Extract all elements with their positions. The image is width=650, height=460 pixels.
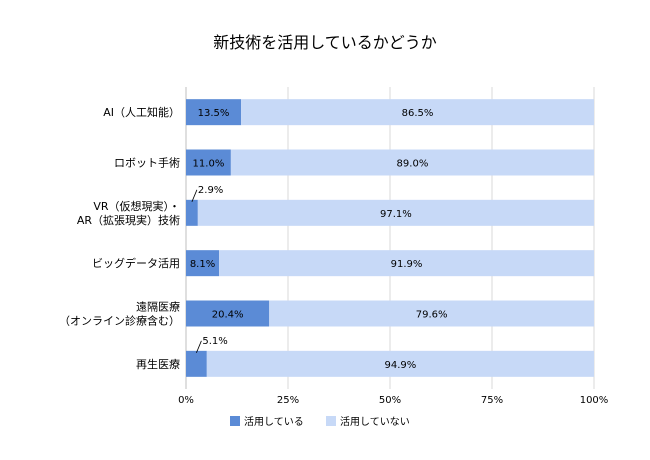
x-axis-ticks: 0% 25% 50% 75% 100% [178, 395, 608, 406]
x-tick-label: 75% [481, 395, 503, 406]
bar-segment [206, 350, 595, 377]
category-label: AI（人工知能） [103, 105, 180, 119]
gridlines [185, 87, 595, 389]
category-label: 遠隔医療 [136, 300, 180, 314]
label-leader-line [191, 189, 198, 202]
data-label: 8.1% [190, 259, 215, 270]
label-leader-line [196, 340, 202, 353]
legend: 活用している 活用していない [230, 416, 410, 428]
category-label: ビッグデータ活用 [92, 256, 180, 270]
bar-segment [186, 199, 198, 226]
legend-swatch [230, 416, 240, 426]
bar-segment [269, 300, 594, 327]
bar-segment [186, 300, 270, 327]
bar-segment [230, 149, 594, 176]
category-labels: AI（人工知能） ロボット手術 VR（仮想現実）・AR（拡張現実）技術ビッグデータ活… [59, 105, 180, 371]
data-label: 94.9% [385, 360, 417, 371]
data-label: 5.1% [202, 336, 227, 347]
category-label: 再生医療 [136, 357, 180, 371]
x-tick-label: 50% [379, 395, 401, 406]
data-label: 20.4% [212, 310, 244, 321]
bar-segment [186, 250, 220, 277]
category-label: ロボット手術 [114, 156, 180, 170]
data-labels: 13.5% 86.5% 11.0% 89.0% 2.9% 97.1% 8.1% 91.9% 20… [190, 108, 448, 371]
category-label: VR（仮想現実）・ [93, 199, 180, 213]
legend-swatch [326, 416, 336, 426]
legend-label: 活用していない [340, 416, 410, 428]
data-label: 79.6% [416, 310, 448, 321]
bar-segment [186, 350, 207, 377]
data-label: 89.0% [397, 159, 429, 170]
data-label: 2.9% [198, 185, 223, 196]
bar-segment [241, 99, 594, 126]
data-label: 13.5% [198, 108, 230, 119]
data-label: 11.0% [193, 159, 225, 170]
category-label: （オンライン診療含む） [59, 314, 180, 328]
x-tick-label: 25% [277, 395, 299, 406]
category-label: AR（拡張現実）技術 [77, 213, 180, 227]
bar-segment [186, 99, 242, 126]
legend-label: 活用している [244, 416, 304, 428]
data-label: 91.9% [391, 259, 423, 270]
bars [186, 99, 595, 377]
bar-segment [186, 149, 231, 176]
data-label: 97.1% [380, 209, 412, 220]
data-label: 86.5% [402, 108, 434, 119]
x-tick-label: 100% [580, 395, 609, 406]
chart-title: 新技術を活用しているかどうか [213, 33, 437, 52]
x-tick-label: 0% [178, 395, 194, 406]
bar-segment [197, 199, 594, 226]
bar-segment [219, 250, 594, 277]
